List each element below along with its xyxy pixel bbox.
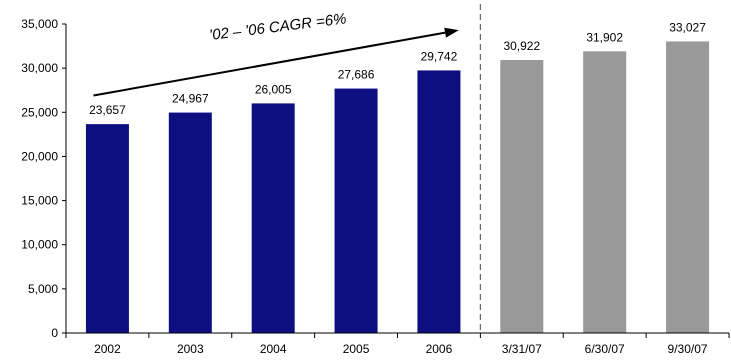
bar — [85, 124, 129, 333]
x-category-label: 2005 — [343, 342, 370, 356]
y-tick-label: 10,000 — [21, 238, 58, 252]
y-tick-label: 25,000 — [21, 105, 58, 119]
bar — [417, 70, 461, 334]
bar-value-label: 30,922 — [503, 39, 540, 53]
bar-value-label: 27,686 — [338, 68, 375, 82]
y-tick-label: 30,000 — [21, 61, 58, 75]
bar — [666, 41, 710, 334]
bar-value-label: 29,742 — [421, 49, 458, 63]
y-axis: 0 5,000 10,000 15,000 20,000 25,000 30,000 35,0… — [21, 17, 67, 340]
bar-value-label: 23,657 — [89, 103, 126, 117]
cagr-annotation: '02 – '06 CAGR =6% — [208, 10, 347, 44]
x-category-label: 9/30/07 — [668, 342, 708, 356]
x-axis: 2002 2003 2004 2005 2006 3/31/07 6/30/07 9/30/0… — [65, 332, 730, 356]
x-category-label: 3/31/07 — [502, 342, 542, 356]
y-tick-label: 0 — [51, 326, 58, 340]
bars: 23,657 24,967 26,005 27,686 29,742 30,922 31,9… — [85, 20, 710, 334]
bar — [583, 51, 627, 333]
bar — [334, 88, 378, 333]
y-tick-label: 20,000 — [21, 149, 58, 163]
x-category-label: 2002 — [94, 342, 121, 356]
bar-value-label: 24,967 — [172, 92, 209, 106]
bar — [168, 112, 212, 333]
bar — [500, 60, 544, 333]
x-category-label: 2003 — [177, 342, 204, 356]
y-tick-label: 15,000 — [21, 194, 58, 208]
bar-value-label: 33,027 — [669, 20, 706, 34]
bar — [251, 103, 295, 334]
bar-value-label: 31,902 — [586, 30, 623, 44]
x-category-label: 2004 — [260, 342, 287, 356]
y-tick-label: 35,000 — [21, 17, 58, 31]
x-category-label: 2006 — [426, 342, 453, 356]
x-category-label: 6/30/07 — [585, 342, 625, 356]
bar-value-label: 26,005 — [255, 82, 292, 96]
y-tick-label: 5,000 — [28, 282, 58, 296]
cagr-trend-arrow — [93, 27, 459, 97]
